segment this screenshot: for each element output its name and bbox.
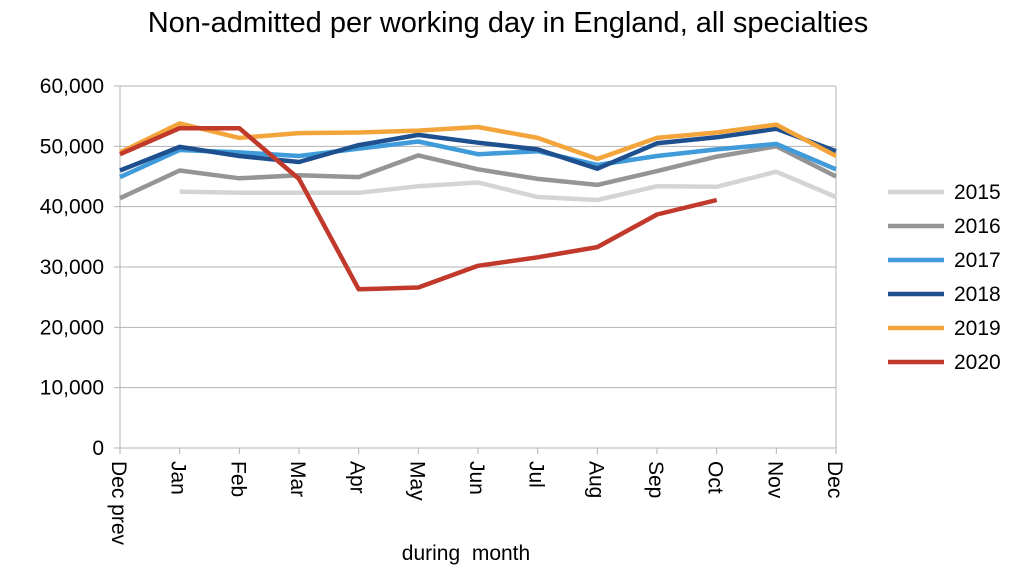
x-tick-label: Aug — [584, 461, 607, 498]
series-line-2018 — [119, 126, 837, 173]
y-axis-tick-labels: 0 10,000 20,000 30,000 40,000 50,000 60,000 — [40, 75, 104, 460]
y-tick-label: 30,000 — [40, 256, 104, 279]
x-tick-label: Feb — [226, 461, 249, 497]
x-tick-label: Sep — [644, 461, 667, 498]
series-line-2016 — [119, 144, 838, 201]
x-tick-label: Jan — [167, 461, 190, 495]
legend-label-2018: 2018 — [954, 283, 1001, 306]
x-tick-label: Jun — [465, 461, 488, 495]
series-line-2019 — [119, 121, 838, 162]
x-tick-label: Mar — [286, 461, 309, 497]
legend-label-2019: 2019 — [954, 317, 1001, 340]
x-tick-label: Jul — [525, 461, 548, 488]
x-tick-label: May — [405, 461, 428, 501]
x-axis-tick-labels: Dec prev Jan Feb Mar Apr May Jun Jul Aug Sep Oct No… — [107, 461, 846, 546]
series-lines — [119, 121, 838, 292]
y-tick-label: 40,000 — [40, 196, 104, 219]
series-line-2017 — [119, 139, 837, 180]
y-tick-label: 50,000 — [40, 135, 104, 158]
x-tick-label: Dec — [823, 461, 846, 498]
series-line-2015 — [179, 169, 837, 203]
x-tick-label: Dec prev — [107, 461, 130, 546]
x-tick-label: Oct — [704, 461, 727, 494]
legend-label-2016: 2016 — [954, 215, 1001, 238]
y-tick-label: 60,000 — [40, 75, 104, 98]
y-tick-label: 20,000 — [40, 316, 104, 339]
legend-label-2020: 2020 — [954, 351, 1001, 374]
chart-title: Non-admitted per working day in England,… — [148, 7, 869, 39]
series-line-2020 — [119, 125, 718, 292]
legend-label-2015: 2015 — [954, 181, 1001, 204]
x-axis-label: during month — [402, 542, 530, 565]
y-tick-label: 0 — [92, 437, 104, 460]
axes — [114, 85, 837, 454]
legend-label-2017: 2017 — [954, 249, 1001, 272]
y-tick-label: 10,000 — [40, 377, 104, 400]
x-tick-label: Nov — [763, 461, 786, 499]
legend: 2015 2016 2017 2018 2019 2020 — [888, 181, 1001, 374]
x-tick-label: Apr — [346, 461, 369, 494]
